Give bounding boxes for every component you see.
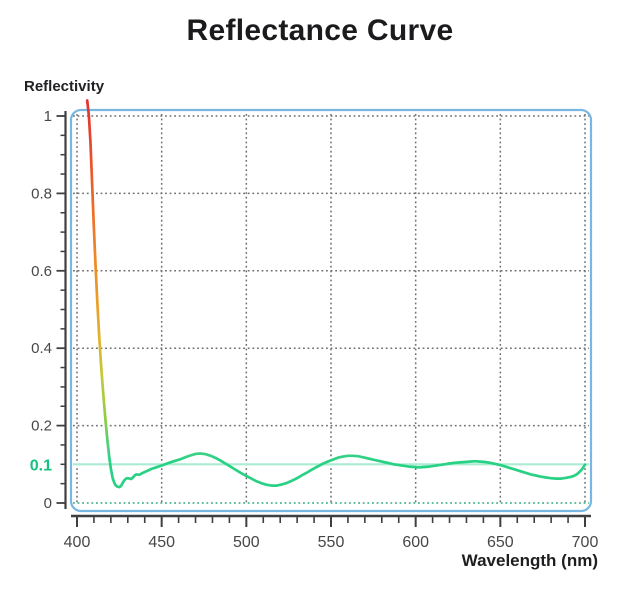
- reference-tick-label: 0.1: [30, 457, 52, 474]
- x-tick-label: 400: [64, 534, 91, 551]
- chart-title: Reflectance Curve: [186, 14, 454, 47]
- x-tick-label: 650: [487, 534, 514, 551]
- x-tick-label: 600: [402, 534, 429, 551]
- x-tick-label: 450: [148, 534, 175, 551]
- plot-border: [69, 108, 593, 513]
- y-tick-label: 1: [44, 108, 52, 125]
- x-tick-label: 700: [572, 534, 599, 551]
- x-axis-title: Wavelength (nm): [461, 551, 598, 570]
- y-axis-title: Reflectivity: [24, 78, 105, 95]
- y-tick-label: 0.4: [31, 340, 52, 357]
- y-tick-label: 0.2: [31, 418, 52, 435]
- x-tick-label: 500: [233, 534, 260, 551]
- y-tick-label: 0.8: [31, 185, 52, 202]
- reflectance-curve: [85, 99, 587, 489]
- x-tick-label: 550: [318, 534, 345, 551]
- y-tick-label: 0.6: [31, 263, 52, 280]
- y-tick-label: 0: [44, 495, 52, 512]
